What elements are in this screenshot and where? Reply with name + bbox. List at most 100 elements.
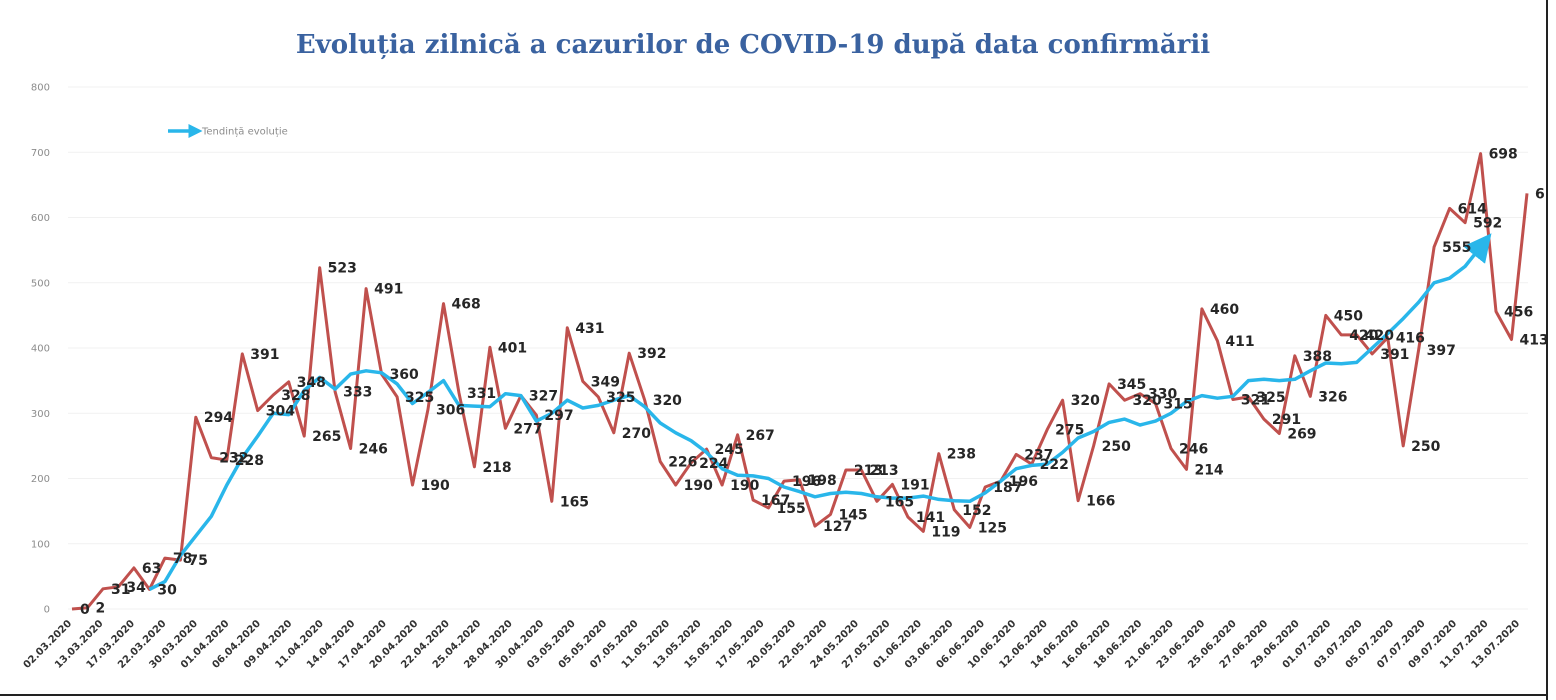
data-label: 218 <box>482 460 511 476</box>
data-label: 327 <box>529 389 558 405</box>
y-tick-label: 0 <box>44 605 50 616</box>
data-label: 213 <box>854 463 883 479</box>
data-label: 187 <box>993 480 1022 496</box>
data-label: 270 <box>622 426 651 442</box>
data-label: 388 <box>1303 349 1332 365</box>
data-label: 245 <box>715 442 744 458</box>
data-label: 397 <box>1427 343 1456 359</box>
data-label: 331 <box>467 386 496 402</box>
data-label: 328 <box>281 388 310 404</box>
data-label: 155 <box>777 501 806 517</box>
data-label: 165 <box>885 494 914 510</box>
data-label: 294 <box>204 410 233 426</box>
data-label: 304 <box>266 404 295 420</box>
data-label: 330 <box>1148 387 1177 403</box>
data-label: 698 <box>1489 147 1518 163</box>
data-label: 392 <box>637 346 666 362</box>
y-tick-label: 600 <box>31 213 50 224</box>
data-label: 411 <box>1225 334 1254 350</box>
data-label: 30 <box>157 582 177 598</box>
data-label: 228 <box>235 453 264 469</box>
data-label: 450 <box>1334 308 1363 324</box>
x-axis-ticks: 02.03.202013.03.202017.03.202022.03.2020… <box>22 618 1523 671</box>
chart-title: Evoluția zilnică a cazurilor de COVID-19… <box>295 30 1211 60</box>
data-label: 198 <box>808 473 837 489</box>
data-label: 165 <box>560 494 589 510</box>
data-label: 460 <box>1210 302 1239 318</box>
data-label: 222 <box>1040 457 1069 473</box>
data-label: 214 <box>1194 462 1223 478</box>
data-label: 325 <box>606 390 635 406</box>
data-label: 237 <box>1024 447 1053 463</box>
data-labels: 0 231346330787529423222839130432834826552… <box>80 147 1546 618</box>
data-label: 119 <box>931 524 960 540</box>
data-label: 401 <box>498 340 527 356</box>
data-label: 141 <box>916 510 945 526</box>
data-label: 431 <box>575 321 604 337</box>
data-label: 246 <box>359 441 388 457</box>
data-label: 592 <box>1473 216 1502 232</box>
y-tick-label: 300 <box>31 409 50 420</box>
data-label: 125 <box>978 520 1007 536</box>
data-label: 420 <box>1349 328 1378 344</box>
data-label: 416 <box>1396 331 1425 347</box>
data-label: 191 <box>900 477 929 493</box>
data-label: 31 <box>111 582 130 598</box>
data-label: 75 <box>188 553 207 569</box>
data-label: 320 <box>1133 393 1162 409</box>
data-label: 306 <box>436 402 465 418</box>
data-label: 196 <box>1009 474 1038 490</box>
data-label: 320 <box>1071 393 1100 409</box>
y-tick-label: 400 <box>31 344 50 355</box>
data-label: 320 <box>653 393 682 409</box>
y-tick-label: 700 <box>31 148 50 159</box>
data-label: 420 <box>1365 328 1394 344</box>
data-label: 413 <box>1520 333 1546 349</box>
data-label: 0 <box>80 602 90 618</box>
data-label: 523 <box>328 261 357 277</box>
data-label: 614 <box>1458 201 1487 217</box>
data-label: 345 <box>1117 377 1146 393</box>
data-label: 391 <box>250 347 279 363</box>
data-label: 326 <box>1318 389 1347 405</box>
data-label: 491 <box>374 282 403 298</box>
data-label: 152 <box>962 503 991 519</box>
y-tick-label: 100 <box>31 539 50 550</box>
data-label: 238 <box>947 447 976 463</box>
y-tick-label: 800 <box>31 83 50 94</box>
data-label: 250 <box>1411 439 1440 455</box>
data-label: 250 <box>1102 439 1131 455</box>
data-label: 34 <box>126 580 146 596</box>
y-tick-label: 200 <box>31 474 50 485</box>
data-label: 456 <box>1504 304 1533 320</box>
data-label: 333 <box>343 385 372 401</box>
data-label: 269 <box>1287 426 1316 442</box>
data-label: 226 <box>668 455 697 471</box>
series-daily-cases-line <box>71 152 1529 611</box>
data-label: 213 <box>869 463 898 479</box>
data-label: 166 <box>1086 494 1115 510</box>
data-label: 224 <box>699 456 728 472</box>
data-label: 6 <box>1535 186 1545 202</box>
data-label: 348 <box>297 375 326 391</box>
data-label: 360 <box>390 367 419 383</box>
y-tick-label: 500 <box>31 278 50 289</box>
data-label: 325 <box>405 390 434 406</box>
data-label: 297 <box>544 408 573 424</box>
data-label: 291 <box>1272 412 1301 428</box>
window-bottom-border <box>0 694 1547 696</box>
data-label: 325 <box>1256 390 1285 406</box>
data-label: 196 <box>792 474 821 490</box>
data-label: 265 <box>312 429 341 445</box>
y-axis-ticks: 0 100 200 300 400 500 600 700 800 <box>31 83 50 616</box>
data-label: 277 <box>513 421 542 437</box>
data-label: 63 <box>142 561 161 577</box>
data-label: 190 <box>684 478 713 494</box>
data-label: 167 <box>761 493 790 509</box>
data-label: 190 <box>421 478 450 494</box>
legend: Tendință evoluție <box>168 124 288 138</box>
data-label: 468 <box>451 297 480 313</box>
data-label: 145 <box>838 507 867 523</box>
